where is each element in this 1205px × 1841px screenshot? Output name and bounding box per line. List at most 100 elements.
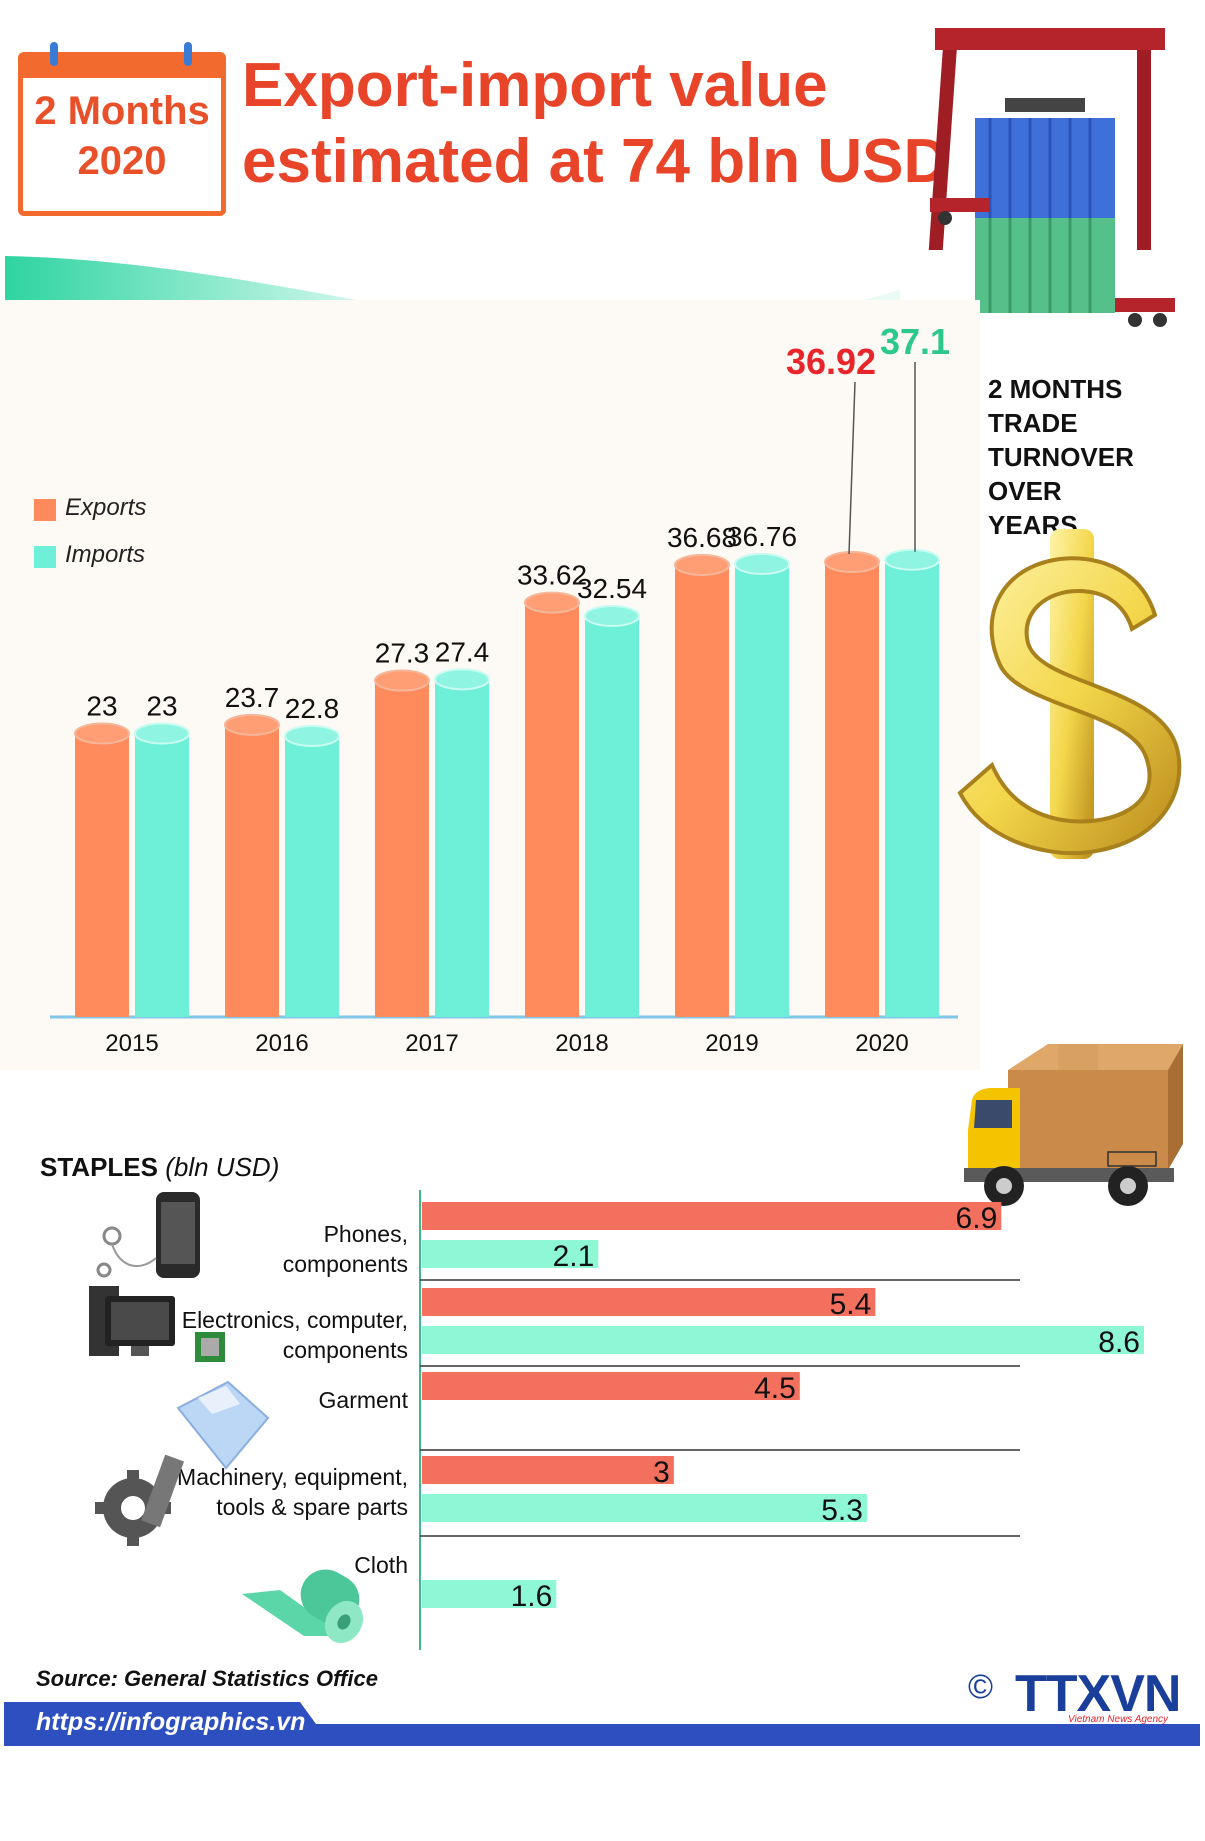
legend-swatch-exports [34, 499, 56, 521]
hlabel-exports-3: 3 [653, 1456, 670, 1489]
category-label-line: Garment [318, 1387, 408, 1413]
label-imports-2017: 27.4 [435, 636, 490, 667]
label-imports-2015: 23 [146, 691, 177, 722]
copyright-symbol: © [968, 1668, 994, 1706]
hlabel-imports-1: 8.6 [1098, 1326, 1140, 1359]
bar-imports-2018 [585, 615, 639, 1017]
bar-exports-2020 [825, 562, 879, 1017]
brand-logo: TTXVN [1015, 1665, 1181, 1723]
calendar-ring-icon [50, 42, 58, 66]
hlabel-imports-0: 2.1 [553, 1240, 595, 1273]
label-imports-2018: 32.54 [577, 573, 647, 604]
x-tick-2019: 2019 [705, 1030, 758, 1057]
callout-line-exports [848, 381, 856, 555]
bar-imports-2016 [285, 736, 339, 1017]
bar-exports-2015 [75, 733, 129, 1017]
bar-imports-2020 [885, 559, 939, 1017]
bar-imports-2019-cap [734, 552, 790, 575]
hbar-imports-4 [422, 1580, 557, 1608]
hbar-exports-3 [422, 1456, 674, 1484]
bar-imports-2017 [435, 679, 489, 1017]
gear-icon [95, 1454, 185, 1546]
category-label-line: Electronics, computer, [181, 1307, 408, 1333]
side-title-line2: TRADE [988, 408, 1078, 438]
hbar-exports-0 [422, 1202, 1002, 1230]
hlabel-imports-4: 1.6 [511, 1580, 553, 1613]
bar-exports-2018-cap [524, 591, 580, 614]
x-tick-2018: 2018 [555, 1030, 608, 1057]
bar-imports-2018-cap [584, 604, 640, 627]
label-exports-2020: 36.92 [786, 341, 876, 382]
staples-chart: 6.9 2.1 5.4 8.6 4.5 3 5.3 1.6 [419, 1190, 1144, 1650]
bar-imports-2015-cap [134, 722, 190, 745]
hbar-imports-1 [422, 1326, 1144, 1354]
hlabel-exports-2: 4.5 [754, 1372, 796, 1405]
hbar-exports-1 [422, 1288, 876, 1316]
page-title-line1: Export-import value [242, 51, 828, 120]
x-tick-2017: 2017 [405, 1030, 458, 1057]
chart-side-title: 2 MONTHS TRADE TURNOVER OVER YEARS [988, 372, 1203, 542]
hlabel-exports-0: 6.9 [956, 1202, 998, 1235]
url-band [4, 1702, 1200, 1746]
category-label-electronics: Electronics, computer, components [182, 1305, 408, 1365]
label-exports-2017: 27.3 [375, 638, 430, 669]
bar-imports-2020-cap [884, 548, 940, 571]
label-exports-2018: 33.62 [517, 560, 587, 591]
badge-line1: 2 Months [34, 89, 210, 133]
bar-exports-2019 [675, 564, 729, 1017]
delivery-truck-icon [964, 1044, 1183, 1206]
category-label-cloth: Cloth [354, 1550, 408, 1580]
category-label-machinery: Machinery, equipment, tools & spare part… [177, 1462, 408, 1522]
gantry-crane-icon [928, 28, 1175, 327]
category-label-line: tools & spare parts [216, 1494, 408, 1520]
category-label-line: Cloth [354, 1552, 408, 1578]
staples-title-unit: (bln USD) [165, 1152, 280, 1182]
bar-imports-2015 [135, 733, 189, 1017]
x-tick-2016: 2016 [255, 1030, 308, 1057]
bar-imports-2016-cap [284, 725, 340, 748]
smartphone-icon [96, 1192, 200, 1278]
bar-imports-2019 [735, 563, 789, 1017]
label-imports-2020: 37.1 [880, 321, 950, 362]
hbar-imports-0 [422, 1240, 599, 1268]
brand-subtitle: Vietnam News Agency [1068, 1714, 1169, 1725]
category-label-phones: Phones, components [283, 1219, 408, 1279]
label-imports-2016: 22.8 [285, 693, 340, 724]
bar-exports-2017-cap [374, 669, 430, 692]
bar-exports-2020-cap [824, 551, 880, 573]
staples-title-main: STAPLES [40, 1152, 158, 1182]
bar-exports-2016-cap [224, 713, 280, 736]
bar-imports-2017-cap [434, 668, 490, 691]
shirt-icon [176, 1380, 270, 1470]
legend-label-exports: Exports [65, 494, 147, 521]
category-label-line: Machinery, equipment, [177, 1464, 408, 1490]
staples-title: STAPLES (bln USD) [40, 1152, 279, 1183]
calendar-badge: 2 Months 2020 [18, 52, 226, 216]
cloth-roll-icon [242, 1569, 364, 1644]
category-label-line: Phones, [323, 1221, 408, 1247]
bar-exports-2015-cap [74, 722, 130, 745]
hlabel-exports-1: 5.4 [830, 1288, 872, 1321]
x-tick-2020: 2020 [855, 1030, 908, 1057]
website-link[interactable]: https://infographics.vn [36, 1708, 306, 1736]
category-label-line: components [282, 1251, 408, 1277]
bar-exports-2017 [375, 680, 429, 1017]
hbar-imports-3 [422, 1494, 867, 1522]
side-title-line3: TURNOVER OVER [988, 442, 1134, 506]
label-exports-2016: 23.7 [225, 682, 280, 713]
calendar-ring-icon [184, 42, 192, 66]
dollar-sign-icon [957, 529, 1182, 859]
trade-turnover-chart: 23 23 2015 23.7 22.8 2016 27.3 27.4 2017 33.6232.… [50, 321, 958, 1057]
label-exports-2019: 36.68 [667, 522, 737, 553]
legend-label-imports: Imports [65, 541, 146, 568]
computer-icon [89, 1286, 225, 1362]
source-text: Source: General Statistics Office [36, 1666, 378, 1691]
page-title-line2: estimated at 74 bln USD [242, 127, 949, 196]
bar-exports-2018 [525, 602, 579, 1017]
category-label-line: components [282, 1337, 408, 1363]
hlabel-imports-3: 5.3 [821, 1494, 863, 1527]
legend-swatch-imports [34, 546, 56, 568]
bar-exports-2016 [225, 724, 279, 1017]
category-label-garment: Garment [319, 1385, 408, 1415]
side-title-line1: 2 MONTHS [988, 374, 1123, 404]
